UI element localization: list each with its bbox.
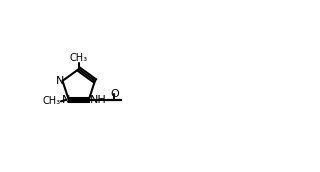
Text: N: N [62,95,71,105]
Text: CH₃: CH₃ [70,53,88,63]
Text: NH: NH [90,95,107,105]
Text: O: O [110,89,119,99]
Text: CH₃: CH₃ [43,96,61,106]
Text: N: N [56,76,64,86]
